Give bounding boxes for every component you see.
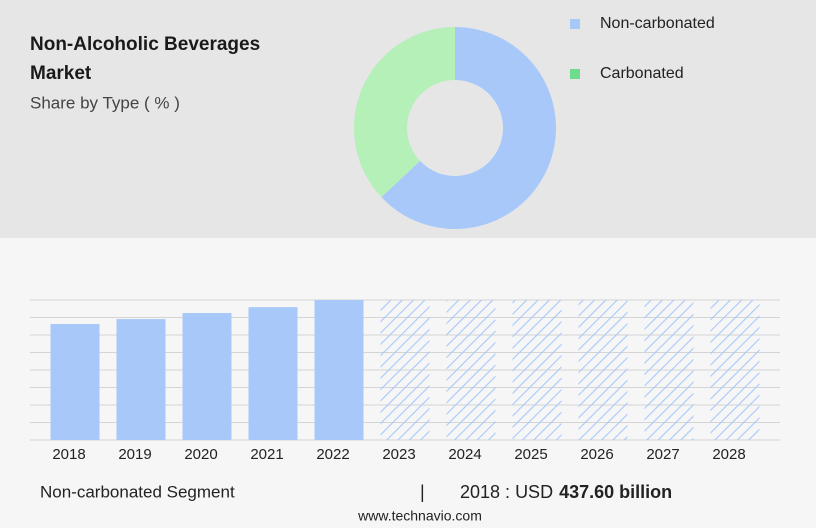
donut-slice: [354, 27, 455, 198]
legend-label: Non-carbonated: [600, 15, 715, 32]
x-tick-label: 2024: [448, 446, 481, 463]
x-tick-label: 2022: [316, 446, 349, 463]
bar: [314, 300, 364, 440]
x-tick-label: 2028: [712, 446, 745, 463]
segment-label: Non-carbonated Segment: [40, 482, 235, 501]
bar: [182, 312, 232, 440]
bar: [248, 307, 298, 440]
legend-swatch: [570, 19, 580, 29]
separator: |: [420, 482, 425, 502]
highlight-year: 2018: [460, 482, 500, 502]
currency: USD: [515, 482, 553, 502]
x-tick-label: 2019: [118, 446, 151, 463]
legend-label: Carbonated: [600, 65, 684, 82]
x-tick-label: 2026: [580, 446, 613, 463]
source: www.technavio.com: [357, 508, 482, 524]
chart-title: Non-Alcoholic Beverages Market: [30, 34, 261, 84]
legend-swatch: [570, 69, 580, 79]
forecast-placeholder: [512, 300, 562, 440]
forecast-placeholder: [644, 300, 694, 440]
forecast-placeholder: [446, 300, 496, 440]
colon: :: [500, 482, 515, 502]
donut-slice: [381, 27, 556, 229]
forecast-placeholder: [710, 300, 760, 440]
x-tick-label: 2027: [646, 446, 679, 463]
x-tick-label: 2020: [184, 446, 217, 463]
forecast-placeholder: [380, 300, 430, 440]
highlight: 2018 : USD 437.60 billion: [460, 482, 672, 502]
forecast-placeholder: [578, 300, 628, 440]
subtitle: Share by Type ( % ): [30, 93, 180, 112]
bar: [50, 323, 100, 440]
bar: [116, 319, 166, 440]
x-tick-label: 2021: [250, 446, 283, 463]
highlight-value: 437.60 billion: [559, 482, 672, 502]
x-tick-label: 2025: [514, 446, 547, 463]
x-tick-label: 2023: [382, 446, 415, 463]
x-tick-label: 2018: [52, 446, 85, 463]
